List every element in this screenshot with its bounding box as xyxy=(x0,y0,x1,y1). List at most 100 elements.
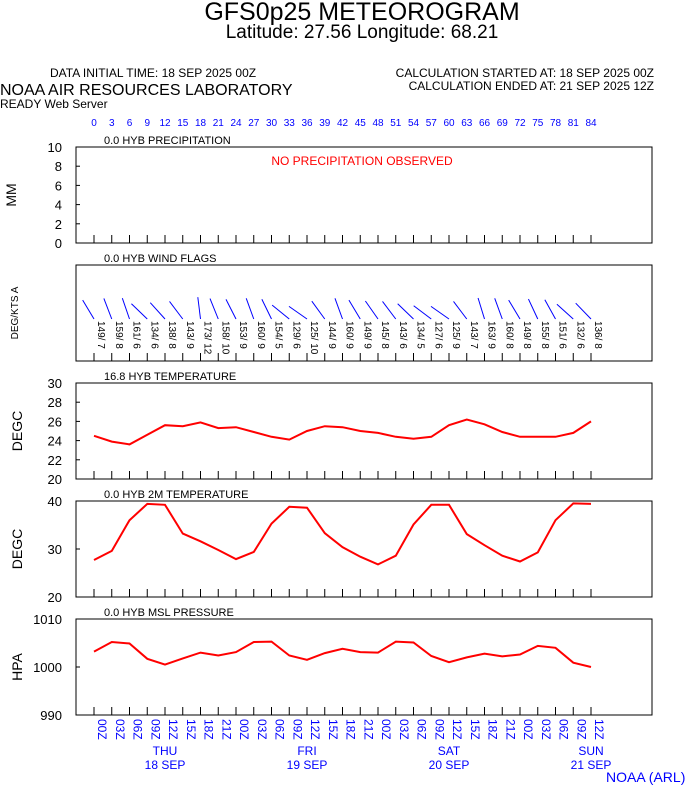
wind-label: 154/ 5 xyxy=(273,321,284,349)
wind-label: 127/ 6 xyxy=(432,321,443,349)
wind-barb xyxy=(544,299,556,320)
y-tick-label: 30 xyxy=(48,542,62,557)
time-label: 03Z xyxy=(539,719,553,740)
calculation-started: CALCULATION STARTED AT: 18 SEP 2025 00Z xyxy=(395,66,654,80)
wind-label: 134/ 5 xyxy=(415,321,426,349)
y-tick-label: 20 xyxy=(48,590,62,605)
wind-barb xyxy=(82,299,95,320)
y-tick-label: 6 xyxy=(55,178,62,193)
series-line xyxy=(93,502,592,566)
forecast-hour-label: 33 xyxy=(284,118,296,129)
lab-name: NOAA AIR RESOURCES LABORATORY xyxy=(0,82,293,99)
panel-frame xyxy=(75,382,653,480)
y-tick-label: 24 xyxy=(48,434,62,449)
day-name-label: SUN xyxy=(578,744,603,758)
wind-barb xyxy=(397,303,414,320)
wind-label: 125/ 9 xyxy=(450,321,461,349)
forecast-hour-label: 48 xyxy=(372,118,384,129)
calculation-ended: CALCULATION ENDED AT: 21 SEP 2025 12Z xyxy=(408,79,654,93)
forecast-hour-label: 24 xyxy=(230,118,242,129)
time-label: 03Z xyxy=(113,719,127,740)
y-tick-label: 0 xyxy=(55,236,62,251)
time-label: 09Z xyxy=(574,719,588,740)
wind-barb xyxy=(197,297,201,320)
time-label: 06Z xyxy=(131,719,145,740)
wind-barb xyxy=(271,304,290,320)
wind-barb xyxy=(477,297,485,320)
y-tick-label: 26 xyxy=(48,414,62,429)
forecast-hour-label: 84 xyxy=(585,118,597,129)
forecast-hour-label: 30 xyxy=(266,118,278,129)
forecast-hour-label: 78 xyxy=(550,118,562,129)
y-tick-label: 30 xyxy=(48,376,62,391)
y-tick-label: 4 xyxy=(55,198,62,213)
wind-label: 160/ 8 xyxy=(503,321,514,349)
panel-title: 0.0 HYB WIND FLAGS xyxy=(104,253,216,265)
wind-label: 149/ 8 xyxy=(521,321,532,349)
y-tick-label: 28 xyxy=(48,395,62,410)
time-label: 15Z xyxy=(468,719,482,740)
wind-label: 138/ 8 xyxy=(166,321,177,349)
wind-barb xyxy=(311,300,326,320)
forecast-hour-label: 45 xyxy=(355,118,367,129)
y-tick-label: 8 xyxy=(55,159,62,174)
forecast-hour-label: 72 xyxy=(514,118,526,129)
y-tick-label: 40 xyxy=(48,494,62,509)
wind-barb xyxy=(131,303,148,320)
forecast-hour-label: 63 xyxy=(461,118,473,129)
panel-title: 16.8 HYB TEMPERATURE xyxy=(104,371,236,383)
wind-label: 143/ 9 xyxy=(184,321,195,349)
forecast-hour-label: 36 xyxy=(301,118,313,129)
day-name-label: FRI xyxy=(297,744,316,758)
y-axis-label: HPA xyxy=(9,652,25,680)
wind-label: 125/ 10 xyxy=(308,321,319,355)
server-name: READY Web Server xyxy=(0,97,108,111)
page-title: GFS0p25 METEOROGRAM xyxy=(204,0,520,26)
forecast-hour-label: 6 xyxy=(127,118,133,129)
day-date-label: 21 SEP xyxy=(571,758,612,772)
wind-label: 136/ 8 xyxy=(592,321,603,349)
wind-barb xyxy=(348,299,361,320)
wind-barb xyxy=(382,301,397,320)
forecast-hour-label: 0 xyxy=(91,118,97,129)
wind-label: 149/ 9 xyxy=(361,321,372,349)
credit-label: NOAA (ARL) xyxy=(606,769,686,785)
time-label: 06Z xyxy=(557,719,571,740)
forecast-hour-label: 66 xyxy=(479,118,491,129)
time-label: 09Z xyxy=(148,719,162,740)
forecast-hour-label: 18 xyxy=(195,118,207,129)
wind-barb xyxy=(453,301,468,320)
y-tick-label: 1010 xyxy=(33,612,62,627)
forecast-hour-label: 15 xyxy=(177,118,189,129)
time-label: 15Z xyxy=(184,719,198,740)
wind-label: 149/ 7 xyxy=(95,321,106,349)
time-label: 18Z xyxy=(486,719,500,740)
time-label: 09Z xyxy=(290,719,304,740)
forecast-hour-label: 51 xyxy=(390,118,402,129)
wind-barb xyxy=(527,298,539,320)
day-date-label: 19 SEP xyxy=(287,758,328,772)
panel-title: 0.0 HYB MSL PRESSURE xyxy=(104,607,234,619)
y-tick-label: 10 xyxy=(48,140,62,155)
y-axis-label: DEGC xyxy=(9,411,25,451)
wind-label: 158/ 10 xyxy=(219,321,230,355)
wind-barb xyxy=(169,301,184,320)
forecast-hour-label: 69 xyxy=(497,118,509,129)
forecast-hour-label: 81 xyxy=(568,118,580,129)
wind-barb xyxy=(288,305,308,320)
wind-label: 129/ 6 xyxy=(290,321,301,349)
wind-label: 144/ 9 xyxy=(326,321,337,349)
wind-barb xyxy=(430,305,450,320)
series-line xyxy=(93,640,592,668)
wind-label: 151/ 6 xyxy=(557,321,568,349)
panel-title: 0.0 HYB PRECIPITATION xyxy=(104,135,231,147)
page-subtitle: Latitude: 27.56 Longitude: 68.21 xyxy=(225,22,499,43)
day-name-label: THU xyxy=(153,744,178,758)
wind-barb xyxy=(556,303,574,320)
wind-label: 160/ 9 xyxy=(255,321,266,349)
no-precipitation-annotation: NO PRECIPITATION OBSERVED xyxy=(271,154,453,168)
wind-barb xyxy=(225,299,237,320)
y-axis-label: DEG/KTS A xyxy=(10,286,21,339)
panel-frame xyxy=(75,264,653,362)
data-initial-time: DATA INITIAL TIME: 18 SEP 2025 00Z xyxy=(50,66,257,80)
